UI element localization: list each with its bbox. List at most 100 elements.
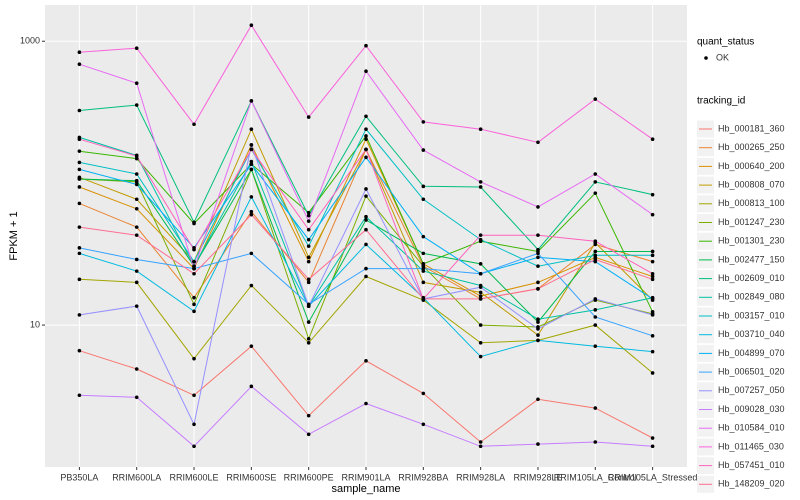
data-point bbox=[593, 406, 598, 410]
data-point bbox=[192, 295, 196, 300]
legend-label: Hb_011465_030 bbox=[718, 441, 784, 451]
data-point bbox=[364, 114, 368, 119]
data-point bbox=[77, 225, 82, 229]
data-point bbox=[249, 147, 254, 152]
y-tick-label: 10 bbox=[30, 319, 40, 329]
data-point bbox=[249, 143, 254, 147]
data-point bbox=[593, 180, 598, 184]
legend-label: Hb_002849_080 bbox=[718, 292, 785, 302]
data-point bbox=[364, 134, 368, 138]
x-axis-title: sample_name bbox=[331, 483, 400, 495]
data-point bbox=[536, 320, 540, 324]
data-point bbox=[650, 212, 655, 217]
data-point bbox=[77, 137, 82, 142]
data-point bbox=[421, 280, 426, 285]
legend-label: Hb_003157_010 bbox=[718, 310, 785, 320]
x-tick-label: RRIM928BA bbox=[398, 472, 448, 482]
data-point bbox=[421, 184, 426, 189]
data-point bbox=[249, 251, 254, 256]
data-point bbox=[77, 246, 82, 250]
data-point bbox=[364, 401, 368, 406]
data-point bbox=[421, 262, 426, 266]
data-point bbox=[650, 334, 655, 338]
data-point bbox=[421, 120, 426, 124]
data-point bbox=[478, 297, 483, 301]
data-point bbox=[593, 239, 598, 243]
data-point bbox=[536, 442, 540, 446]
x-tick-label: RRIM928LA bbox=[456, 472, 505, 482]
data-point bbox=[421, 266, 426, 271]
x-tick-label: PB350LA bbox=[60, 472, 98, 482]
data-point bbox=[192, 266, 196, 271]
data-point bbox=[536, 333, 540, 337]
data-point bbox=[134, 178, 139, 183]
data-point bbox=[306, 432, 311, 437]
data-point bbox=[650, 313, 655, 317]
x-tick-label: RRIM901LA bbox=[341, 472, 390, 482]
data-point bbox=[77, 313, 82, 317]
data-point bbox=[77, 108, 82, 113]
data-point bbox=[134, 233, 139, 237]
data-point bbox=[421, 197, 426, 202]
data-point bbox=[536, 397, 540, 402]
data-point bbox=[134, 172, 139, 176]
data-point bbox=[192, 271, 196, 276]
x-tick-label: RRIM600LE bbox=[170, 472, 219, 482]
legend-label: Hb_010584_010 bbox=[718, 423, 785, 433]
legend-label: Hb_057451_010 bbox=[718, 460, 785, 470]
data-point bbox=[134, 182, 139, 187]
data-point bbox=[364, 187, 368, 191]
data-point bbox=[306, 337, 311, 341]
data-point bbox=[478, 444, 483, 449]
data-point bbox=[134, 206, 139, 211]
x-tick-label: RRIM105LA_Control bbox=[554, 472, 637, 482]
data-point bbox=[593, 172, 598, 176]
data-point bbox=[650, 192, 655, 197]
data-point bbox=[478, 233, 483, 237]
data-point bbox=[536, 327, 540, 331]
data-point bbox=[192, 356, 196, 361]
data-point bbox=[536, 247, 540, 252]
data-point bbox=[249, 167, 254, 172]
legend-symbol bbox=[704, 56, 708, 60]
data-point bbox=[192, 247, 196, 252]
data-point bbox=[77, 177, 82, 181]
data-point bbox=[593, 249, 598, 254]
legend-label: OK bbox=[716, 52, 729, 62]
data-point bbox=[593, 191, 598, 195]
data-point bbox=[192, 393, 196, 398]
data-point bbox=[478, 285, 483, 289]
data-point bbox=[421, 391, 426, 396]
data-point bbox=[77, 149, 82, 153]
data-point bbox=[536, 280, 540, 285]
data-point bbox=[650, 297, 655, 301]
data-point bbox=[421, 148, 426, 152]
data-point bbox=[77, 62, 82, 66]
data-point bbox=[306, 237, 311, 242]
data-point bbox=[134, 367, 139, 371]
data-point bbox=[77, 277, 82, 282]
legend-label: Hb_002609_010 bbox=[718, 273, 785, 283]
data-point bbox=[77, 393, 82, 398]
data-point bbox=[478, 185, 483, 189]
data-point bbox=[364, 69, 368, 73]
legend-label: Hb_004899_070 bbox=[718, 348, 785, 358]
data-point bbox=[306, 320, 311, 324]
legend-label: Hb_002477_150 bbox=[718, 254, 785, 264]
data-point bbox=[478, 294, 483, 298]
data-point bbox=[306, 341, 311, 345]
data-point bbox=[478, 127, 483, 131]
data-point bbox=[650, 310, 655, 314]
data-point bbox=[249, 159, 254, 164]
data-point bbox=[650, 349, 655, 354]
legend-label: Hb_000813_100 bbox=[718, 198, 785, 208]
data-point bbox=[134, 269, 139, 273]
data-point bbox=[536, 255, 540, 260]
data-point bbox=[364, 274, 368, 279]
legend-label: Hb_006501_020 bbox=[718, 366, 785, 376]
data-point bbox=[134, 197, 139, 202]
data-point bbox=[650, 259, 655, 264]
data-point bbox=[593, 97, 598, 101]
data-point bbox=[306, 255, 311, 260]
